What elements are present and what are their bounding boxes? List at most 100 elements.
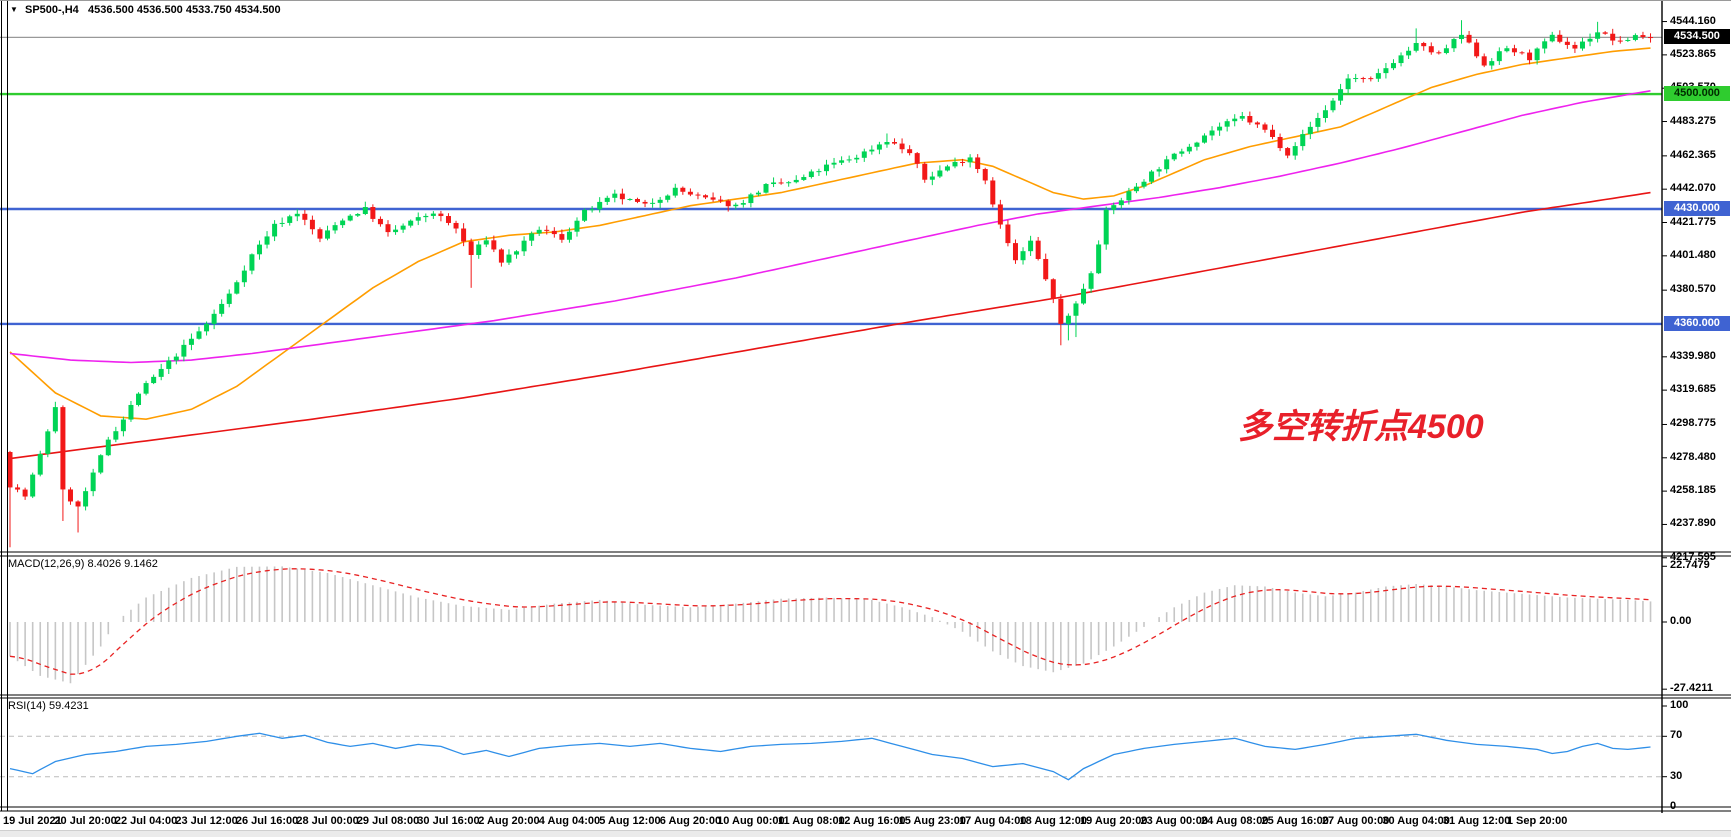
macd-panel	[9, 566, 1652, 684]
candle-bull	[166, 360, 172, 369]
candle-bull	[1171, 153, 1177, 160]
candle-bull	[839, 160, 845, 163]
candle-bear	[703, 195, 709, 198]
candle-bear	[1511, 48, 1517, 53]
price-axis-label: 4339.980	[1670, 349, 1716, 362]
candle-bear	[1640, 35, 1646, 38]
macd-axis-label: 0.00	[1670, 615, 1692, 627]
candle-bull	[665, 195, 671, 200]
candle-bull	[226, 293, 232, 304]
candle-bull	[241, 270, 247, 283]
candle-bear	[377, 218, 383, 225]
time-axis-label: 24 Aug 08:00	[1200, 815, 1269, 827]
candle-bull	[672, 187, 678, 196]
price-axis-label: 4217.595	[1670, 550, 1716, 563]
candle-bull	[287, 216, 293, 223]
candle-bull	[597, 201, 603, 210]
candle-bull	[105, 439, 111, 456]
candle-bear	[892, 142, 898, 144]
candle-bear	[370, 207, 376, 219]
candle-bull	[740, 203, 746, 205]
candle-bull	[846, 159, 852, 161]
price-axis-label: 4483.275	[1670, 114, 1716, 127]
candle-bull	[1028, 240, 1034, 252]
candle-bear	[687, 191, 693, 195]
candle-bull	[408, 220, 414, 226]
candle-bull	[1307, 126, 1313, 135]
macd-indicator-label: MACD(12,26,9) 8.4026 9.1462	[8, 558, 158, 570]
candle-bull	[136, 393, 142, 405]
candle-bull	[589, 209, 595, 211]
candle-bear	[1572, 44, 1578, 49]
candle-bull	[1406, 50, 1412, 56]
candle-bull	[52, 407, 58, 432]
time-axis-label: 12 Aug 16:00	[838, 815, 906, 827]
candle-bull	[173, 356, 179, 361]
candle-bear	[1270, 129, 1276, 137]
candle-bear	[778, 182, 784, 184]
candle-bull	[771, 182, 777, 185]
candle-bull	[566, 231, 572, 240]
candle-bull	[98, 455, 104, 473]
candle-bull	[733, 204, 739, 207]
candle-bull	[1194, 142, 1200, 147]
candle-bull	[188, 338, 194, 345]
rsi-indicator-label: RSI(14) 59.4231	[8, 700, 89, 712]
candle-bear	[997, 204, 1003, 225]
candle-bear	[1005, 224, 1011, 244]
candle-bull	[128, 404, 134, 420]
window-left-border-inner	[7, 1, 8, 811]
candle-bear	[1617, 40, 1623, 42]
candle-bull	[1020, 251, 1026, 261]
candle-bear	[1285, 148, 1291, 156]
candle-bull	[1549, 34, 1555, 42]
moving-averages	[9, 47, 1651, 460]
candle-bull	[355, 214, 361, 216]
candle-bull	[1088, 273, 1094, 289]
candle-bull	[929, 176, 935, 180]
ma-slow-red	[9, 191, 1651, 460]
candle-bull	[823, 164, 829, 172]
candle-bull	[1073, 303, 1079, 316]
time-axis-label: 22 Jul 04:00	[114, 815, 178, 827]
time-axis-label: 17 Aug 04:00	[959, 815, 1027, 827]
candle-bear	[1262, 124, 1268, 130]
price-badge-current: 4534.500	[1664, 29, 1730, 45]
candle-bear	[1012, 243, 1018, 261]
symbol-dropdown-icon[interactable]: ▼	[10, 5, 18, 14]
time-axis-label: 26 Jul 16:00	[235, 815, 299, 827]
candle-bull	[483, 240, 489, 245]
time-axis-label: 1 Sep 20:00	[1506, 815, 1568, 827]
candle-bear	[899, 143, 905, 150]
candle-bear	[1277, 136, 1283, 149]
candle-bull	[1141, 181, 1147, 187]
candle-bear	[1254, 122, 1260, 125]
candle-bull	[536, 229, 542, 234]
candle-bull	[90, 472, 96, 492]
candle-bull	[831, 162, 837, 165]
candle-bear	[960, 161, 966, 163]
candle-bull	[196, 331, 202, 339]
candle-bull	[1345, 78, 1351, 90]
candle-bear	[1360, 78, 1366, 80]
candle-bull	[423, 215, 429, 218]
candle-bear	[1648, 37, 1654, 39]
macd-axis-label: -27.4211	[1670, 682, 1713, 695]
candle-bull	[1353, 78, 1359, 80]
candle-bear	[7, 452, 13, 488]
candle-bear	[680, 187, 686, 192]
candle-bear	[491, 240, 497, 250]
panel-borders	[0, 1, 1731, 813]
candle-bear	[1466, 34, 1472, 43]
candle-bear	[498, 249, 504, 263]
candle-bull	[1413, 43, 1419, 51]
candle-bear	[1368, 78, 1374, 80]
candle-bull	[793, 179, 799, 183]
price-axis-label: 4523.865	[1670, 47, 1716, 60]
time-axis-label: 23 Jul 12:00	[175, 815, 238, 827]
candle-bull	[113, 431, 119, 440]
time-axis-label: 31 Aug 12:00	[1442, 815, 1511, 827]
price-axis-label: 4380.570	[1670, 283, 1716, 296]
candle-bear	[1035, 240, 1041, 259]
